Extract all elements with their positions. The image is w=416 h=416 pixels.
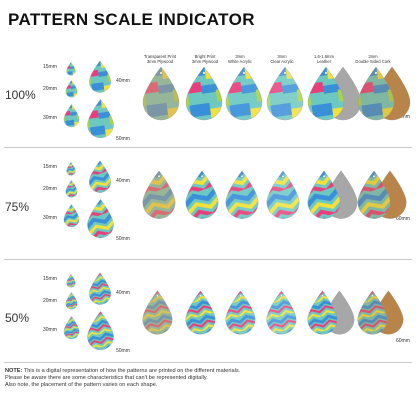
size-label-50mm: 50mm (116, 136, 130, 142)
divider (4, 259, 412, 260)
divider (4, 362, 412, 363)
size-label-40mm: 40mm (116, 78, 130, 84)
column-label-transparent-plywood: Transparent Print 3mm Plywood (143, 54, 177, 64)
size-label-15mm: 15mm (43, 164, 57, 170)
drop-leather (306, 170, 342, 225)
drop-white-acrylic (224, 170, 260, 225)
section-100: 100% 15mm 20mm 30mm 40mm 50mm 60mm (0, 50, 416, 162)
size-label-50mm: 50mm (116, 236, 130, 242)
size-label-60mm: 60mm (396, 338, 410, 344)
size-label-40mm: 40mm (116, 290, 130, 296)
drop-40mm (88, 160, 112, 199)
drop-transparent-plywood (141, 66, 181, 127)
page-title: PATTERN SCALE INDICATOR (8, 10, 255, 29)
scale-label: 75% (5, 200, 30, 214)
size-label-40mm: 40mm (116, 178, 130, 184)
size-label-30mm: 30mm (43, 327, 57, 333)
drop-cork (356, 290, 389, 341)
divider (4, 147, 412, 148)
drop-15mm (66, 162, 76, 181)
drop-50mm (86, 198, 115, 245)
drop-white-acrylic (224, 290, 257, 341)
size-label-60mm: 60mm (396, 216, 410, 222)
column-label-bright-plywood: Bright Print 3mm Plywood (191, 54, 219, 64)
size-label-20mm: 20mm (43, 86, 57, 92)
drop-transparent-plywood (141, 170, 177, 225)
drop-clear-acrylic (265, 66, 305, 127)
note-text: NOTE: This is a digital representation o… (5, 368, 241, 389)
drop-clear-acrylic (265, 290, 298, 341)
column-label-leather: 1.6-1.8mm Leather (313, 54, 334, 64)
size-label-20mm: 20mm (43, 186, 57, 192)
drop-20mm (65, 292, 78, 315)
drop-50mm (86, 310, 115, 357)
size-label-15mm: 15mm (43, 64, 57, 70)
scale-label: 50% (5, 311, 30, 325)
drop-15mm (66, 62, 76, 81)
drop-leather (306, 66, 346, 127)
size-label-30mm: 30mm (43, 215, 57, 221)
column-label-cork: 2mm Double Sided Cork (355, 54, 391, 64)
size-label-30mm: 30mm (43, 115, 57, 121)
column-label-white-acrylic: 3mm White Acrylic (228, 54, 252, 64)
section-50: 50% 15mm 20mm 30mm 40mm 50mm 60mm (0, 262, 416, 374)
drop-15mm (66, 274, 76, 293)
drop-40mm (88, 272, 112, 311)
size-label-60mm: 60mm (396, 114, 410, 120)
drop-30mm (63, 104, 80, 133)
drop-20mm (65, 80, 78, 103)
drop-white-acrylic (224, 66, 264, 127)
drop-bright-plywood (184, 170, 220, 225)
drop-leather (306, 290, 339, 341)
drop-30mm (63, 204, 80, 233)
drop-30mm (63, 316, 80, 345)
drop-cork (356, 66, 396, 127)
size-label-15mm: 15mm (43, 276, 57, 282)
drop-20mm (65, 180, 78, 203)
drop-50mm (86, 98, 115, 145)
size-label-50mm: 50mm (116, 348, 130, 354)
drop-bright-plywood (184, 66, 224, 127)
drop-cork (356, 170, 392, 225)
column-label-clear-acrylic: 3mm Clear Acrylic (270, 54, 294, 64)
section-75: 75% 15mm 20mm 30mm 40mm 50mm 60mm (0, 150, 416, 262)
size-label-20mm: 20mm (43, 298, 57, 304)
drop-bright-plywood (184, 290, 217, 341)
scale-label: 100% (5, 88, 36, 102)
drop-40mm (88, 60, 112, 99)
drop-clear-acrylic (265, 170, 301, 225)
drop-transparent-plywood (141, 290, 174, 341)
